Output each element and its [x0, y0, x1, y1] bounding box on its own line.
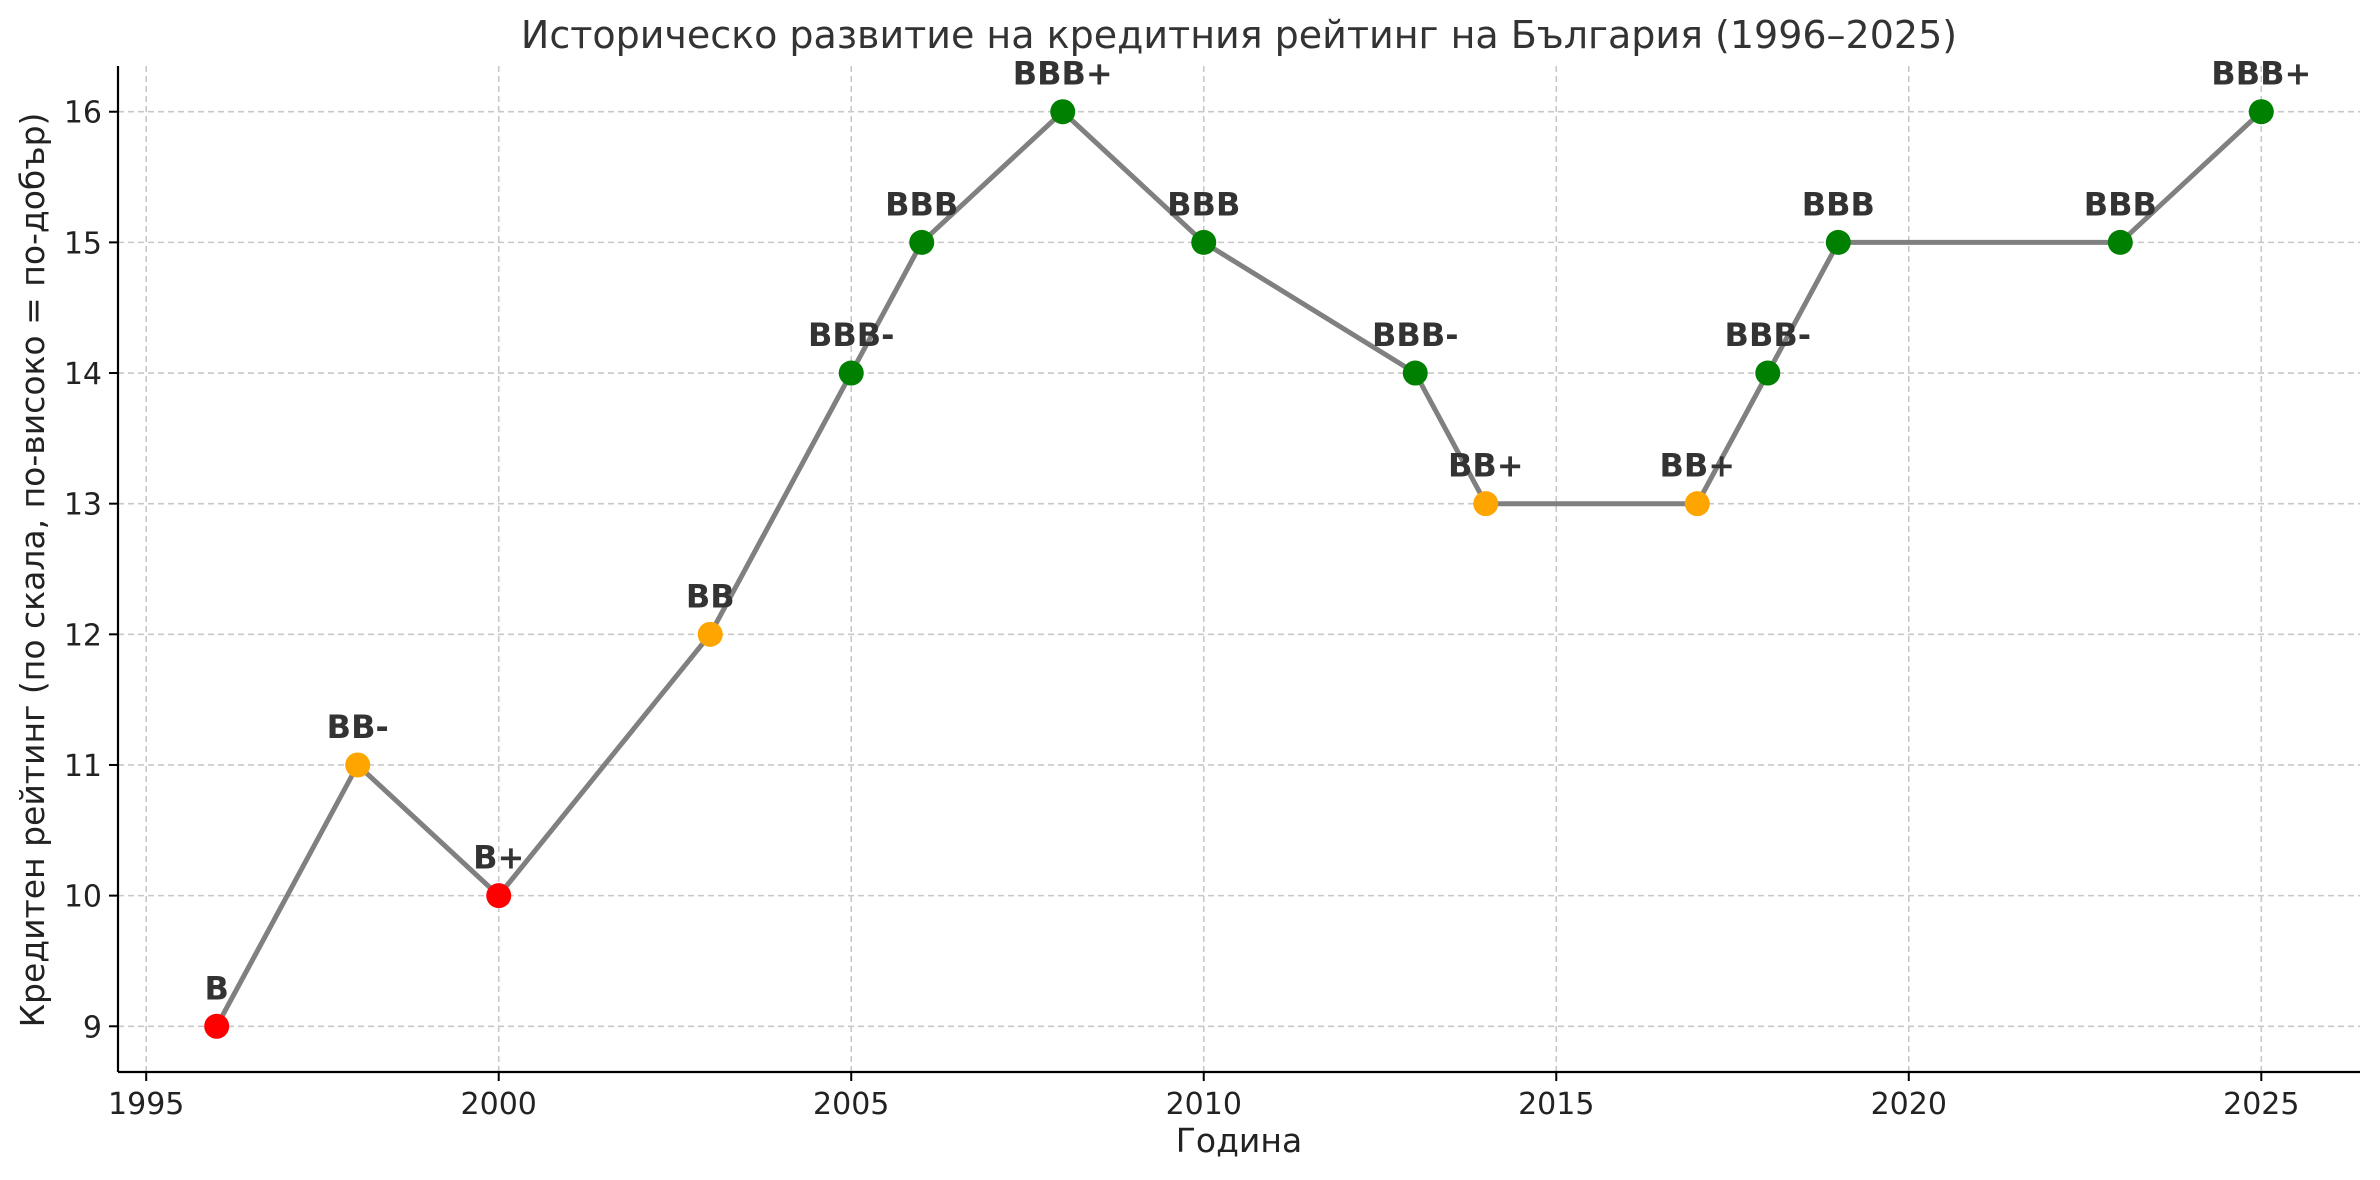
x-axis-title: Година	[1176, 1121, 1302, 1160]
y-tick-label-12: 12	[64, 618, 102, 653]
data-label-2003: BB	[686, 577, 735, 615]
data-label-2017: BB+	[1659, 447, 1735, 485]
y-tick-label-11: 11	[64, 749, 102, 784]
data-point-2005	[838, 360, 864, 386]
data-point-2018	[1755, 360, 1781, 386]
data-point-2000	[486, 883, 512, 909]
data-label-2019: BBB	[1802, 185, 1875, 223]
data-label-2000: B+	[473, 839, 524, 877]
data-label-2023: BBB	[2084, 185, 2157, 223]
data-point-2014	[1473, 491, 1499, 517]
data-point-2013	[1402, 360, 1428, 386]
data-points	[204, 99, 2274, 1039]
y-tick-label-13: 13	[64, 488, 102, 523]
y-axis-title: Кредитен рейтинг (по скала, по-високо = …	[13, 113, 52, 1028]
data-point-2006	[909, 229, 935, 255]
chart-title: Историческо развитие на кредитния рейтин…	[521, 13, 1957, 57]
data-point-1998	[345, 752, 371, 778]
x-tick-label-2025: 2025	[2223, 1087, 2299, 1122]
x-tick-label-2000: 2000	[461, 1087, 537, 1122]
data-label-1996: B	[205, 969, 229, 1007]
x-tick-label-2020: 2020	[1871, 1087, 1947, 1122]
tick-labels: 1995 2000 2005 2010 2015 2020 2025 9 10 11 12 13 14 1…	[64, 96, 2300, 1122]
data-label-2008: BBB+	[1013, 55, 1113, 93]
data-label-2010: BBB	[1167, 185, 1240, 223]
series-line	[214, 109, 2263, 1028]
x-tick-label-2005: 2005	[813, 1087, 889, 1122]
y-tick-label-9: 9	[83, 1010, 102, 1045]
data-label-2006: BBB	[885, 185, 958, 223]
data-point-2010	[1191, 229, 1217, 255]
x-tick-label-1995: 1995	[108, 1087, 184, 1122]
data-point-2003	[697, 621, 723, 647]
data-label-2014: BB+	[1448, 447, 1524, 485]
data-point-2023	[2107, 229, 2133, 255]
data-point-2025	[2248, 99, 2274, 125]
data-label-2025: BBB+	[2211, 55, 2311, 93]
data-point-2008	[1050, 99, 1076, 125]
data-label-2013: BBB-	[1372, 316, 1458, 354]
y-tick-label-16: 16	[64, 96, 102, 131]
data-label-2005: BBB-	[808, 316, 894, 354]
data-label-2018: BBB-	[1725, 316, 1811, 354]
y-tick-label-10: 10	[64, 880, 102, 915]
data-label-1998: BB-	[327, 708, 389, 746]
data-point-1996	[204, 1013, 230, 1039]
axes	[109, 66, 2360, 1081]
data-point-2017	[1684, 491, 1710, 517]
x-tick-label-2015: 2015	[1518, 1087, 1594, 1122]
x-tick-label-2010: 2010	[1166, 1087, 1242, 1122]
data-point-2019	[1825, 229, 1851, 255]
y-tick-label-14: 14	[64, 357, 102, 392]
y-tick-label-15: 15	[64, 226, 102, 261]
